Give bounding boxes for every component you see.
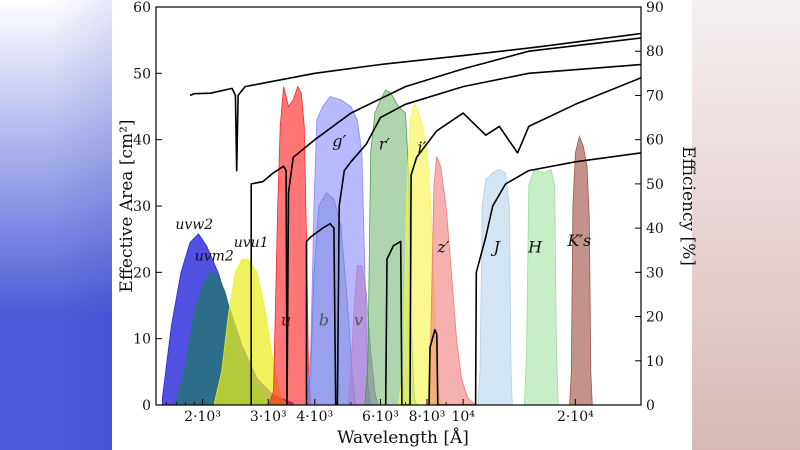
y2-tick-label: 20 [646,310,664,326]
filter-label-r: r′ [379,135,391,154]
x-tick-label: 2·10⁴ [557,409,594,425]
y2-tick-label: 70 [646,88,664,104]
y-tick-label: 60 [133,0,151,16]
y-tick-label: 30 [133,199,151,215]
filter-label-b: b [319,310,329,329]
filter-label-uvu: uvu1 [234,235,269,251]
x-tick-label: 6·10³ [362,409,399,425]
y2-tick-label: 90 [646,0,664,16]
x-tick-label: 8·10³ [409,409,446,425]
y2-tick-label: 60 [646,133,664,149]
filter-label-J: J [490,237,501,256]
filter-label-uvm2: uvm2 [195,248,234,264]
efficiency-curve-red-1 [384,77,641,405]
efficiency-curve-optical-2 [305,63,641,405]
y-tick-label: 20 [133,265,151,281]
x-tick-label: 3·10³ [250,409,287,425]
filter-label-g: g′ [332,131,346,150]
efficiency-curve-red-2 [428,152,641,405]
y-tick-label: 0 [142,398,151,414]
x-tick-label: 4·10³ [296,409,333,425]
filter-layer [161,85,593,405]
y2-tick-label: 50 [646,177,664,193]
filter-band-Ks [569,134,593,405]
y2-tick-label: 30 [646,265,664,281]
right-gradient-band [692,0,800,450]
filter-label-Ks: K′s [566,231,591,250]
filter-band-v [347,265,379,405]
tick-layer: 2·10³ 3·10³ 4·10³ 6·10³ 8·10³ 10⁴ 2·10⁴ 0 10 20 30… [133,0,664,425]
y2-tick-label: 10 [646,354,664,370]
left-gradient-band [0,0,112,450]
x-tick-label: 2·10³ [184,409,221,425]
filter-label-z: z′ [436,237,449,256]
y2-tick-label: 40 [646,221,664,237]
y2-tick-label: 0 [646,398,655,414]
efficiency-curve-optical-1 [250,37,641,405]
x-axis-label: Wavelength [Å] [337,427,469,448]
y-tick-label: 50 [133,66,151,82]
filter-label-i: i′ [417,138,426,157]
filter-label-uvw2: uvw2 [175,217,213,233]
y2-axis-label: Efficiency [%] [678,146,698,266]
x-tick-label: 10⁴ [451,409,475,425]
y-tick-label: 10 [133,332,151,348]
filter-label-v: v [354,310,363,329]
filter-band-u [267,85,312,405]
efficiency-curve-uv-grism [189,32,641,172]
efficiency-curve-layer [189,32,641,405]
filter-label-H: H [527,237,543,256]
y-axis-label: Effective Area [cm²] [117,119,137,292]
y2-tick-label: 80 [646,44,664,60]
y-tick-label: 40 [133,133,151,149]
filter-band-H [523,168,559,405]
filter-band-z [428,156,477,405]
filter-band-J [477,169,513,405]
filter-label-u: u [281,310,291,329]
